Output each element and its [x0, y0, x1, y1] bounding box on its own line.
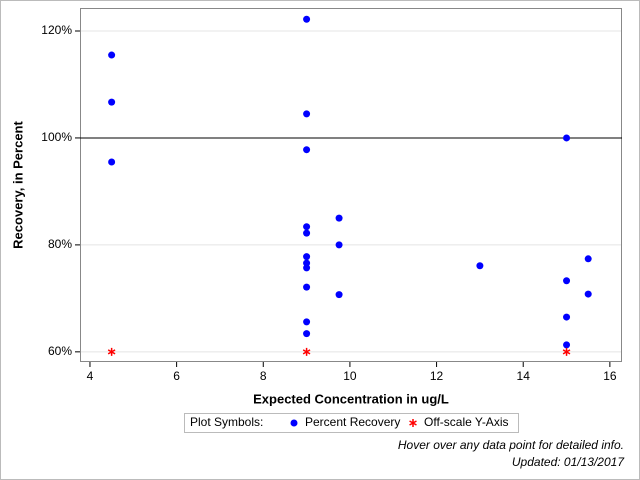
data-point[interactable]: [563, 277, 571, 285]
data-point[interactable]: [108, 98, 116, 106]
y-tick-label: 120%: [41, 23, 72, 37]
data-point[interactable]: [476, 262, 484, 270]
data-point[interactable]: [584, 255, 592, 263]
x-tick-label: 12: [430, 369, 444, 383]
footnote: Hover over any data point for detailed i…: [398, 438, 624, 452]
data-point[interactable]: [108, 51, 116, 59]
y-tick-label: 100%: [41, 130, 72, 144]
x-tick-label: 6: [173, 369, 180, 383]
y-axis-title: Recovery, in Percent: [10, 121, 25, 249]
data-point[interactable]: [563, 313, 571, 321]
data-point[interactable]: [303, 264, 311, 272]
y-tick-label: 80%: [48, 237, 72, 251]
x-tick-label: 14: [517, 369, 531, 383]
legend-box: [184, 413, 519, 433]
data-point[interactable]: [563, 134, 571, 142]
legend-label: Percent Recovery: [305, 415, 400, 429]
plot-area: [80, 8, 622, 362]
data-point[interactable]: [303, 253, 311, 261]
data-point[interactable]: [584, 290, 592, 298]
data-point[interactable]: [302, 347, 311, 356]
x-axis-title: Expected Concentration in ug/L: [253, 391, 449, 406]
data-point[interactable]: [303, 318, 311, 326]
data-point[interactable]: [563, 341, 571, 349]
data-point[interactable]: [303, 15, 311, 23]
data-point[interactable]: [303, 283, 311, 291]
data-point[interactable]: [108, 158, 116, 166]
data-point[interactable]: [303, 259, 311, 267]
y-tick-label: 60%: [48, 344, 72, 358]
legend-marker: [290, 419, 298, 427]
data-point[interactable]: [335, 291, 343, 299]
legend-title: Plot Symbols:: [190, 415, 263, 429]
legend-marker: [409, 419, 417, 427]
data-point[interactable]: [303, 146, 311, 154]
data-point[interactable]: [335, 214, 343, 222]
x-tick-label: 16: [603, 369, 617, 383]
footnote: Updated: 01/13/2017: [512, 455, 625, 469]
data-point[interactable]: [303, 330, 311, 338]
data-point[interactable]: [303, 110, 311, 118]
data-point[interactable]: [562, 347, 571, 356]
data-point[interactable]: [303, 229, 311, 237]
data-point[interactable]: [303, 223, 311, 231]
x-tick-label: 4: [87, 369, 94, 383]
x-tick-label: 8: [260, 369, 267, 383]
legend-label: Off-scale Y-Axis: [424, 415, 508, 429]
data-point[interactable]: [335, 241, 343, 249]
data-point[interactable]: [107, 347, 116, 356]
x-tick-label: 10: [343, 369, 357, 383]
